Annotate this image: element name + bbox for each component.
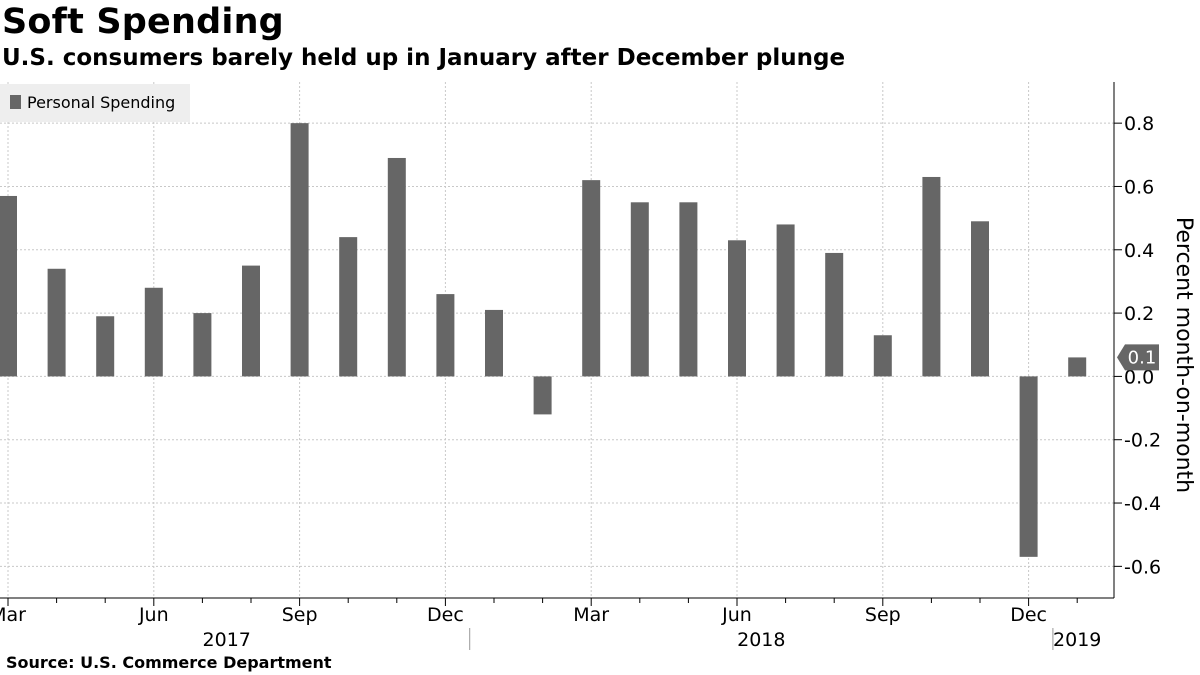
y-tick-label: 0.8 <box>1124 113 1154 135</box>
bars <box>0 123 1086 557</box>
y-tick-label: -0.2 <box>1124 430 1161 452</box>
last-value-callout: 0.1 <box>1117 344 1159 370</box>
grid-lines <box>0 82 1114 598</box>
bar <box>388 158 406 376</box>
bar <box>1020 376 1038 556</box>
x-tick-label: Jun <box>138 604 169 626</box>
x-tick-label: Dec <box>1010 604 1047 626</box>
legend-swatch <box>10 95 21 109</box>
legend-label: Personal Spending <box>27 93 175 112</box>
bar <box>145 288 163 377</box>
bar <box>1068 357 1086 376</box>
x-tick-label: Mar <box>573 604 609 626</box>
bar <box>436 294 454 376</box>
bar-chart: -0.6-0.4-0.20.00.20.40.60.8MarJunSepDecM… <box>0 0 1200 675</box>
bar <box>922 177 940 376</box>
bar <box>96 316 114 376</box>
bar <box>48 269 66 377</box>
bar <box>631 202 649 376</box>
year-label: 2019 <box>1053 629 1101 651</box>
bar <box>242 266 260 377</box>
bar <box>874 335 892 376</box>
x-tick-label: Dec <box>427 604 464 626</box>
bar <box>728 240 746 376</box>
x-tick-label: Sep <box>865 604 901 626</box>
year-label: 2018 <box>737 629 785 651</box>
bar <box>291 123 309 376</box>
y-tick-label: -0.4 <box>1124 493 1161 515</box>
bar <box>582 180 600 376</box>
y-axis-title: Percent month-on-month <box>1171 217 1196 493</box>
bar <box>193 313 211 376</box>
y-tick-label: 0.2 <box>1124 303 1154 325</box>
bar <box>485 310 503 376</box>
bar <box>339 237 357 376</box>
year-label: 2017 <box>203 629 251 651</box>
bar <box>534 376 552 414</box>
y-tick-label: -0.6 <box>1124 556 1161 578</box>
bar <box>971 221 989 376</box>
callout-label: 0.1 <box>1128 347 1157 368</box>
bar <box>0 196 17 376</box>
bar <box>825 253 843 376</box>
bar <box>777 224 795 376</box>
x-tick-label: Jun <box>721 604 752 626</box>
y-tick-label: 0.6 <box>1124 176 1154 198</box>
source-note: Source: U.S. Commerce Department <box>6 653 332 672</box>
bar <box>679 202 697 376</box>
legend: Personal Spending <box>0 84 190 122</box>
x-tick-label: Sep <box>282 604 318 626</box>
y-tick-label: 0.4 <box>1124 240 1154 262</box>
x-tick-label: Mar <box>0 604 26 626</box>
